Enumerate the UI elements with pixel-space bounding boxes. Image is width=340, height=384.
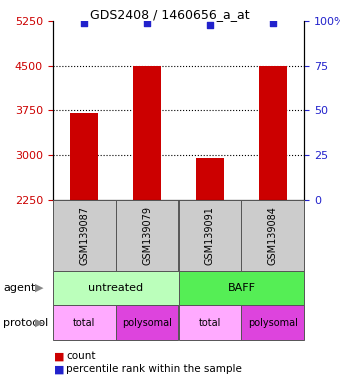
- Text: agent: agent: [3, 283, 36, 293]
- Bar: [70, 113, 98, 200]
- Text: GDS2408 / 1460656_a_at: GDS2408 / 1460656_a_at: [90, 8, 250, 22]
- Point: [207, 22, 213, 28]
- Text: BAFF: BAFF: [227, 283, 255, 293]
- Text: untreated: untreated: [88, 283, 143, 293]
- Bar: [196, 158, 224, 200]
- Point: [144, 20, 150, 26]
- Text: ▶: ▶: [35, 318, 44, 328]
- Bar: [259, 66, 287, 200]
- Text: protocol: protocol: [3, 318, 49, 328]
- Text: total: total: [73, 318, 95, 328]
- Text: GSM139084: GSM139084: [268, 206, 278, 265]
- Text: ■: ■: [54, 351, 65, 361]
- Text: polysomal: polysomal: [248, 318, 298, 328]
- Text: percentile rank within the sample: percentile rank within the sample: [66, 364, 242, 374]
- Text: GSM139079: GSM139079: [142, 206, 152, 265]
- Text: GSM139091: GSM139091: [205, 206, 215, 265]
- Bar: [133, 66, 161, 200]
- Text: ■: ■: [54, 364, 65, 374]
- Text: GSM139087: GSM139087: [79, 206, 89, 265]
- Text: count: count: [66, 351, 96, 361]
- Text: polysomal: polysomal: [122, 318, 172, 328]
- Point: [82, 20, 87, 26]
- Text: ▶: ▶: [35, 283, 44, 293]
- Point: [270, 20, 276, 26]
- Text: total: total: [199, 318, 221, 328]
